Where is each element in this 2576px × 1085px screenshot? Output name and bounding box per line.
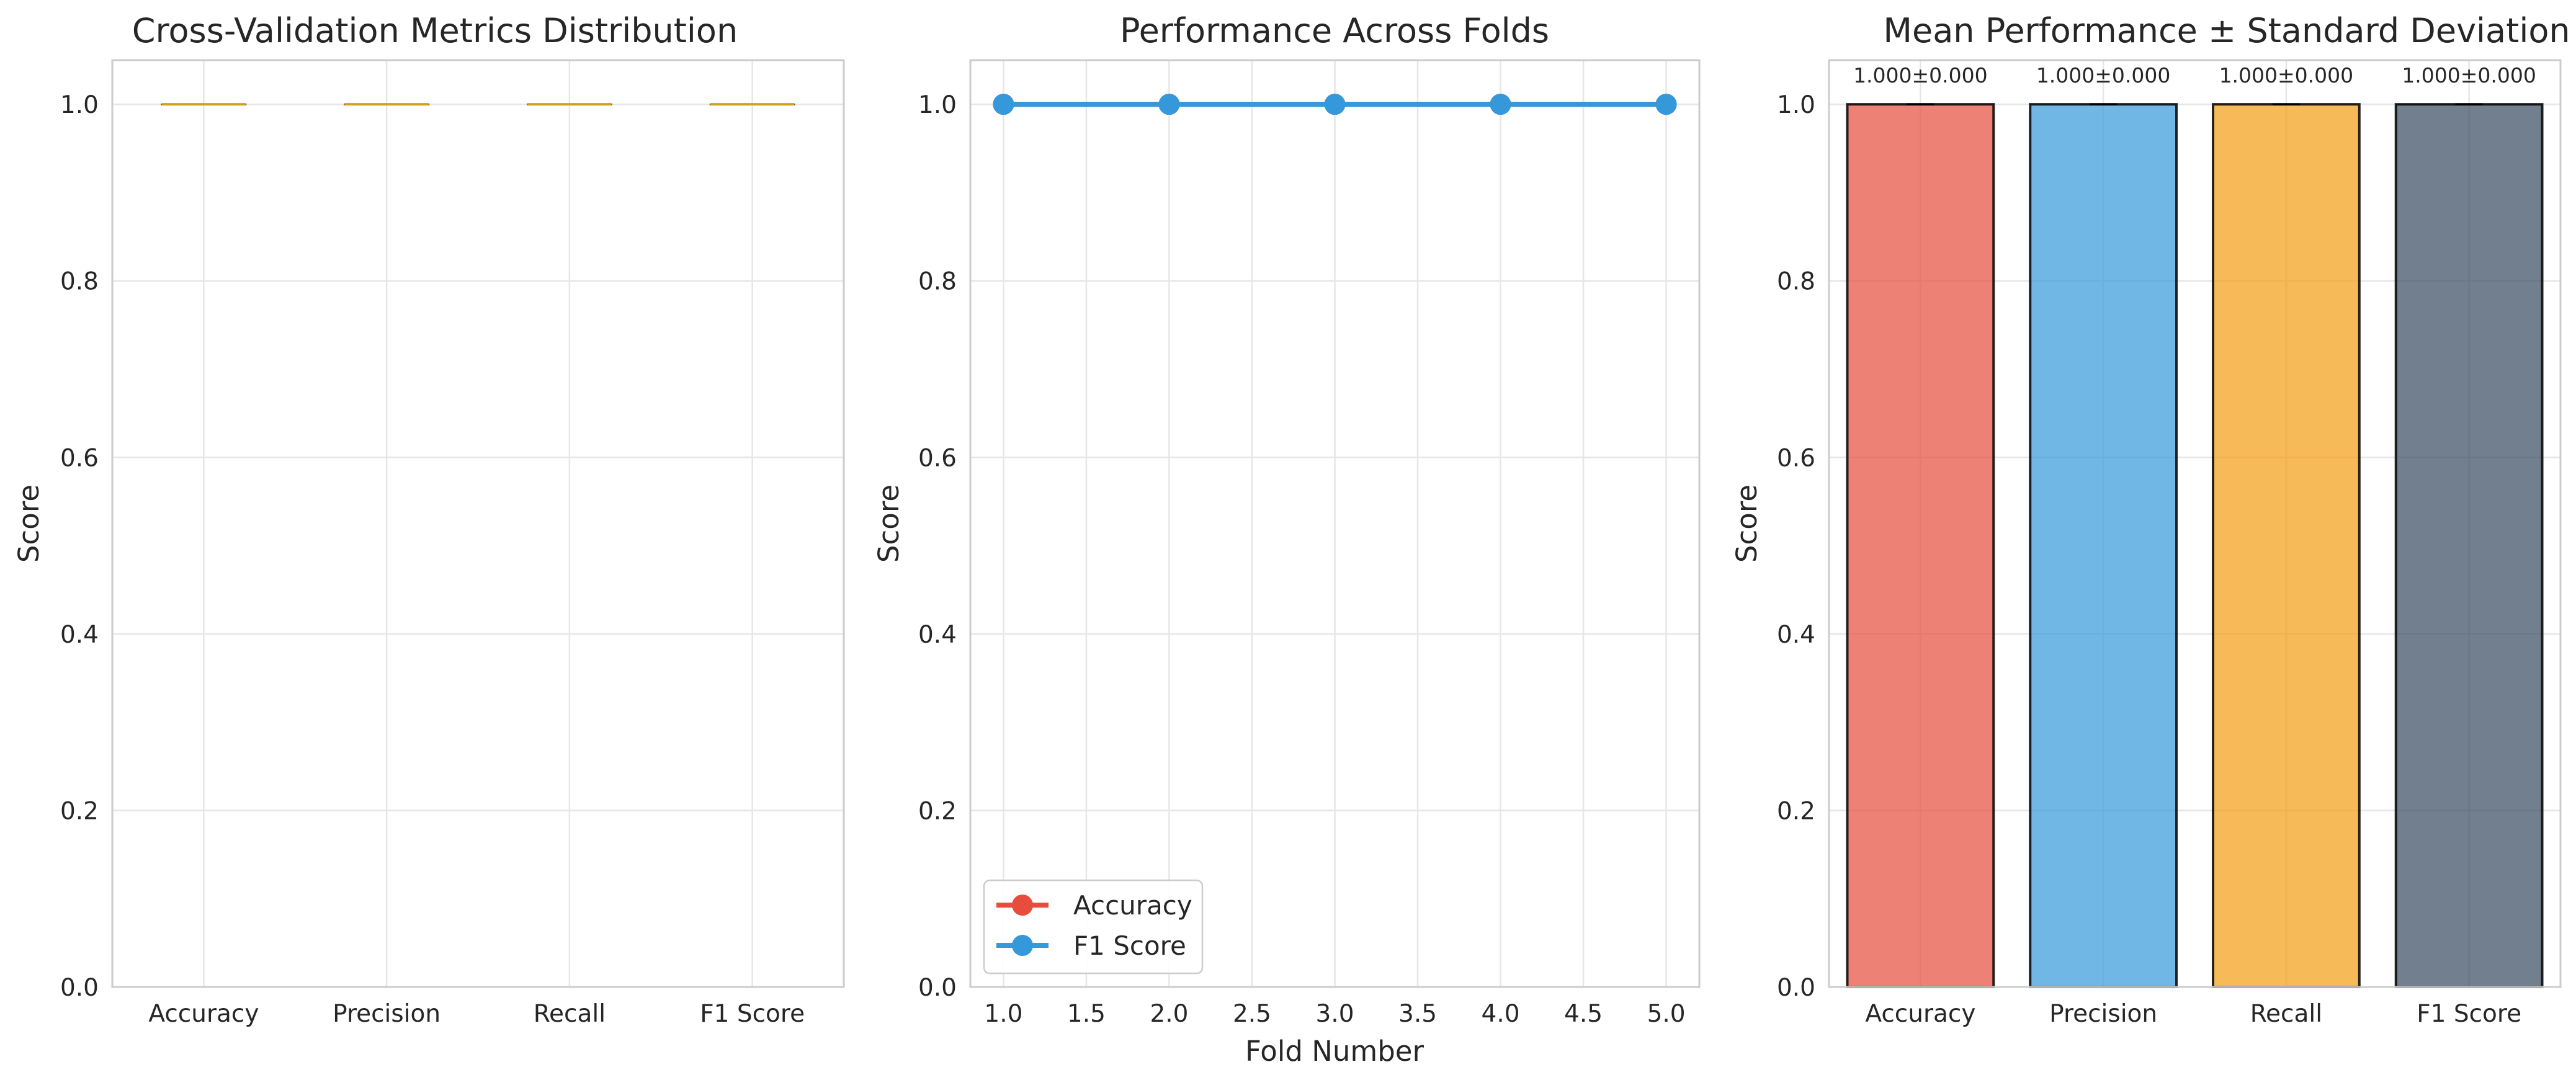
box-marks bbox=[161, 103, 795, 106]
bar-accuracy bbox=[1846, 103, 1995, 989]
x-tick-label: 3.0 bbox=[1315, 1000, 1354, 1028]
y-tick-labels: 0.0 0.2 0.4 0.6 0.8 1.0 bbox=[60, 91, 99, 1002]
y-tick-label: 1.0 bbox=[918, 91, 957, 119]
legend-label-f1-score: F1 Score bbox=[1073, 931, 1186, 961]
bar-data-label: 1.000±0.000 bbox=[2036, 63, 2171, 87]
point-f1-score-5 bbox=[1655, 94, 1677, 115]
bar-precision bbox=[2029, 103, 2178, 989]
x-tick-labels: Accuracy Precision Recall F1 Score bbox=[1865, 1000, 2521, 1028]
x-tick-label: 1.0 bbox=[984, 1000, 1022, 1028]
x-tick-labels: 1.0 1.5 2.0 2.5 3.0 3.5 4.0 4.5 5.0 bbox=[984, 1000, 1685, 1028]
y-tick-label: 0.2 bbox=[918, 797, 957, 825]
panel-box-plot: Cross-Validation Metrics Distribution Sc… bbox=[12, 11, 845, 1028]
x-tick-label: 1.5 bbox=[1067, 1000, 1106, 1028]
y-tick-label: 1.0 bbox=[60, 91, 99, 119]
x-tick-label: F1 Score bbox=[2417, 1000, 2521, 1028]
x-tick-label: Precision bbox=[333, 1000, 441, 1028]
y-axis-label: Score bbox=[1730, 484, 1763, 563]
y-axis-label: Score bbox=[872, 484, 905, 563]
chart-title: Mean Performance ± Standard Deviation bbox=[1883, 11, 2570, 50]
y-tick-label: 0.6 bbox=[918, 444, 957, 472]
plot-frame bbox=[969, 59, 1701, 988]
bar-f1-score bbox=[2394, 103, 2544, 989]
legend-marker-accuracy bbox=[1012, 895, 1033, 916]
y-tick-labels: 0.0 0.2 0.4 0.6 0.8 1.0 bbox=[1777, 91, 1815, 1002]
x-tick-label: 3.5 bbox=[1398, 1000, 1437, 1028]
point-f1-score-2 bbox=[1158, 94, 1180, 115]
y-tick-label: 0.8 bbox=[60, 268, 99, 296]
x-tick-labels: Accuracy Precision Recall F1 Score bbox=[148, 1000, 805, 1028]
panel-bar-chart: Mean Performance ± Standard Deviation Sc… bbox=[1730, 11, 2570, 1028]
plot-frame bbox=[1828, 59, 2562, 988]
y-tick-label: 0.8 bbox=[918, 268, 957, 296]
point-f1-score-3 bbox=[1324, 94, 1346, 115]
legend-marker-f1-score bbox=[1012, 935, 1033, 956]
panel-line-chart: Performance Across Folds Score Fold Numb… bbox=[872, 11, 1701, 1068]
y-tick-label: 0.4 bbox=[60, 621, 99, 649]
legend-label-accuracy: Accuracy bbox=[1073, 890, 1192, 921]
x-tick-label: Recall bbox=[2250, 1000, 2322, 1028]
y-tick-label: 0.8 bbox=[1777, 268, 1815, 296]
legend-entry-f1-score: F1 Score bbox=[996, 931, 1186, 961]
y-tick-labels: 0.0 0.2 0.4 0.6 0.8 1.0 bbox=[918, 91, 957, 1002]
y-axis-label: Score bbox=[12, 484, 45, 563]
y-tick-label: 0.0 bbox=[1777, 974, 1815, 1002]
line-marks bbox=[993, 94, 1677, 115]
plot-frame bbox=[111, 59, 845, 988]
bar-data-label: 1.000±0.000 bbox=[1853, 63, 1988, 87]
x-tick-label: Accuracy bbox=[1865, 1000, 1975, 1028]
x-tick-label: Precision bbox=[2049, 1000, 2157, 1028]
y-tick-label: 0.2 bbox=[1777, 797, 1815, 825]
x-tick-label: 5.0 bbox=[1647, 1000, 1686, 1028]
chart-title: Cross-Validation Metrics Distribution bbox=[132, 11, 738, 50]
chart-title: Performance Across Folds bbox=[1120, 11, 1549, 50]
bar-data-label: 1.000±0.000 bbox=[2219, 63, 2354, 87]
y-tick-label: 0.6 bbox=[1777, 444, 1815, 472]
legend: Accuracy F1 Score bbox=[983, 879, 1204, 975]
x-tick-label: 4.0 bbox=[1482, 1000, 1520, 1028]
bar-recall bbox=[2211, 103, 2361, 989]
y-tick-label: 0.0 bbox=[918, 974, 957, 1002]
x-axis-label: Fold Number bbox=[1245, 1035, 1424, 1068]
y-tick-label: 0.4 bbox=[1777, 621, 1815, 649]
y-tick-label: 0.4 bbox=[918, 621, 957, 649]
gridlines bbox=[112, 60, 844, 988]
point-f1-score-4 bbox=[1490, 94, 1511, 115]
y-tick-label: 0.6 bbox=[60, 444, 99, 472]
y-tick-label: 0.0 bbox=[60, 974, 99, 1002]
legend-entry-accuracy: Accuracy bbox=[996, 890, 1192, 921]
bar-data-labels: 1.000±0.000 1.000±0.000 1.000±0.000 1.000±0… bbox=[1853, 63, 2536, 87]
point-f1-score-1 bbox=[993, 94, 1014, 115]
x-tick-label: F1 Score bbox=[700, 1000, 805, 1028]
x-tick-label: Recall bbox=[534, 1000, 606, 1028]
x-tick-label: 4.5 bbox=[1564, 1000, 1603, 1028]
x-tick-label: 2.0 bbox=[1150, 1000, 1188, 1028]
y-tick-label: 1.0 bbox=[1777, 91, 1815, 119]
gridlines bbox=[970, 60, 1699, 988]
bar-data-label: 1.000±0.000 bbox=[2402, 63, 2536, 87]
bar-marks bbox=[1846, 103, 2544, 989]
x-tick-label: 2.5 bbox=[1233, 1000, 1271, 1028]
y-tick-label: 0.2 bbox=[60, 797, 99, 825]
x-tick-label: Accuracy bbox=[148, 1000, 259, 1028]
